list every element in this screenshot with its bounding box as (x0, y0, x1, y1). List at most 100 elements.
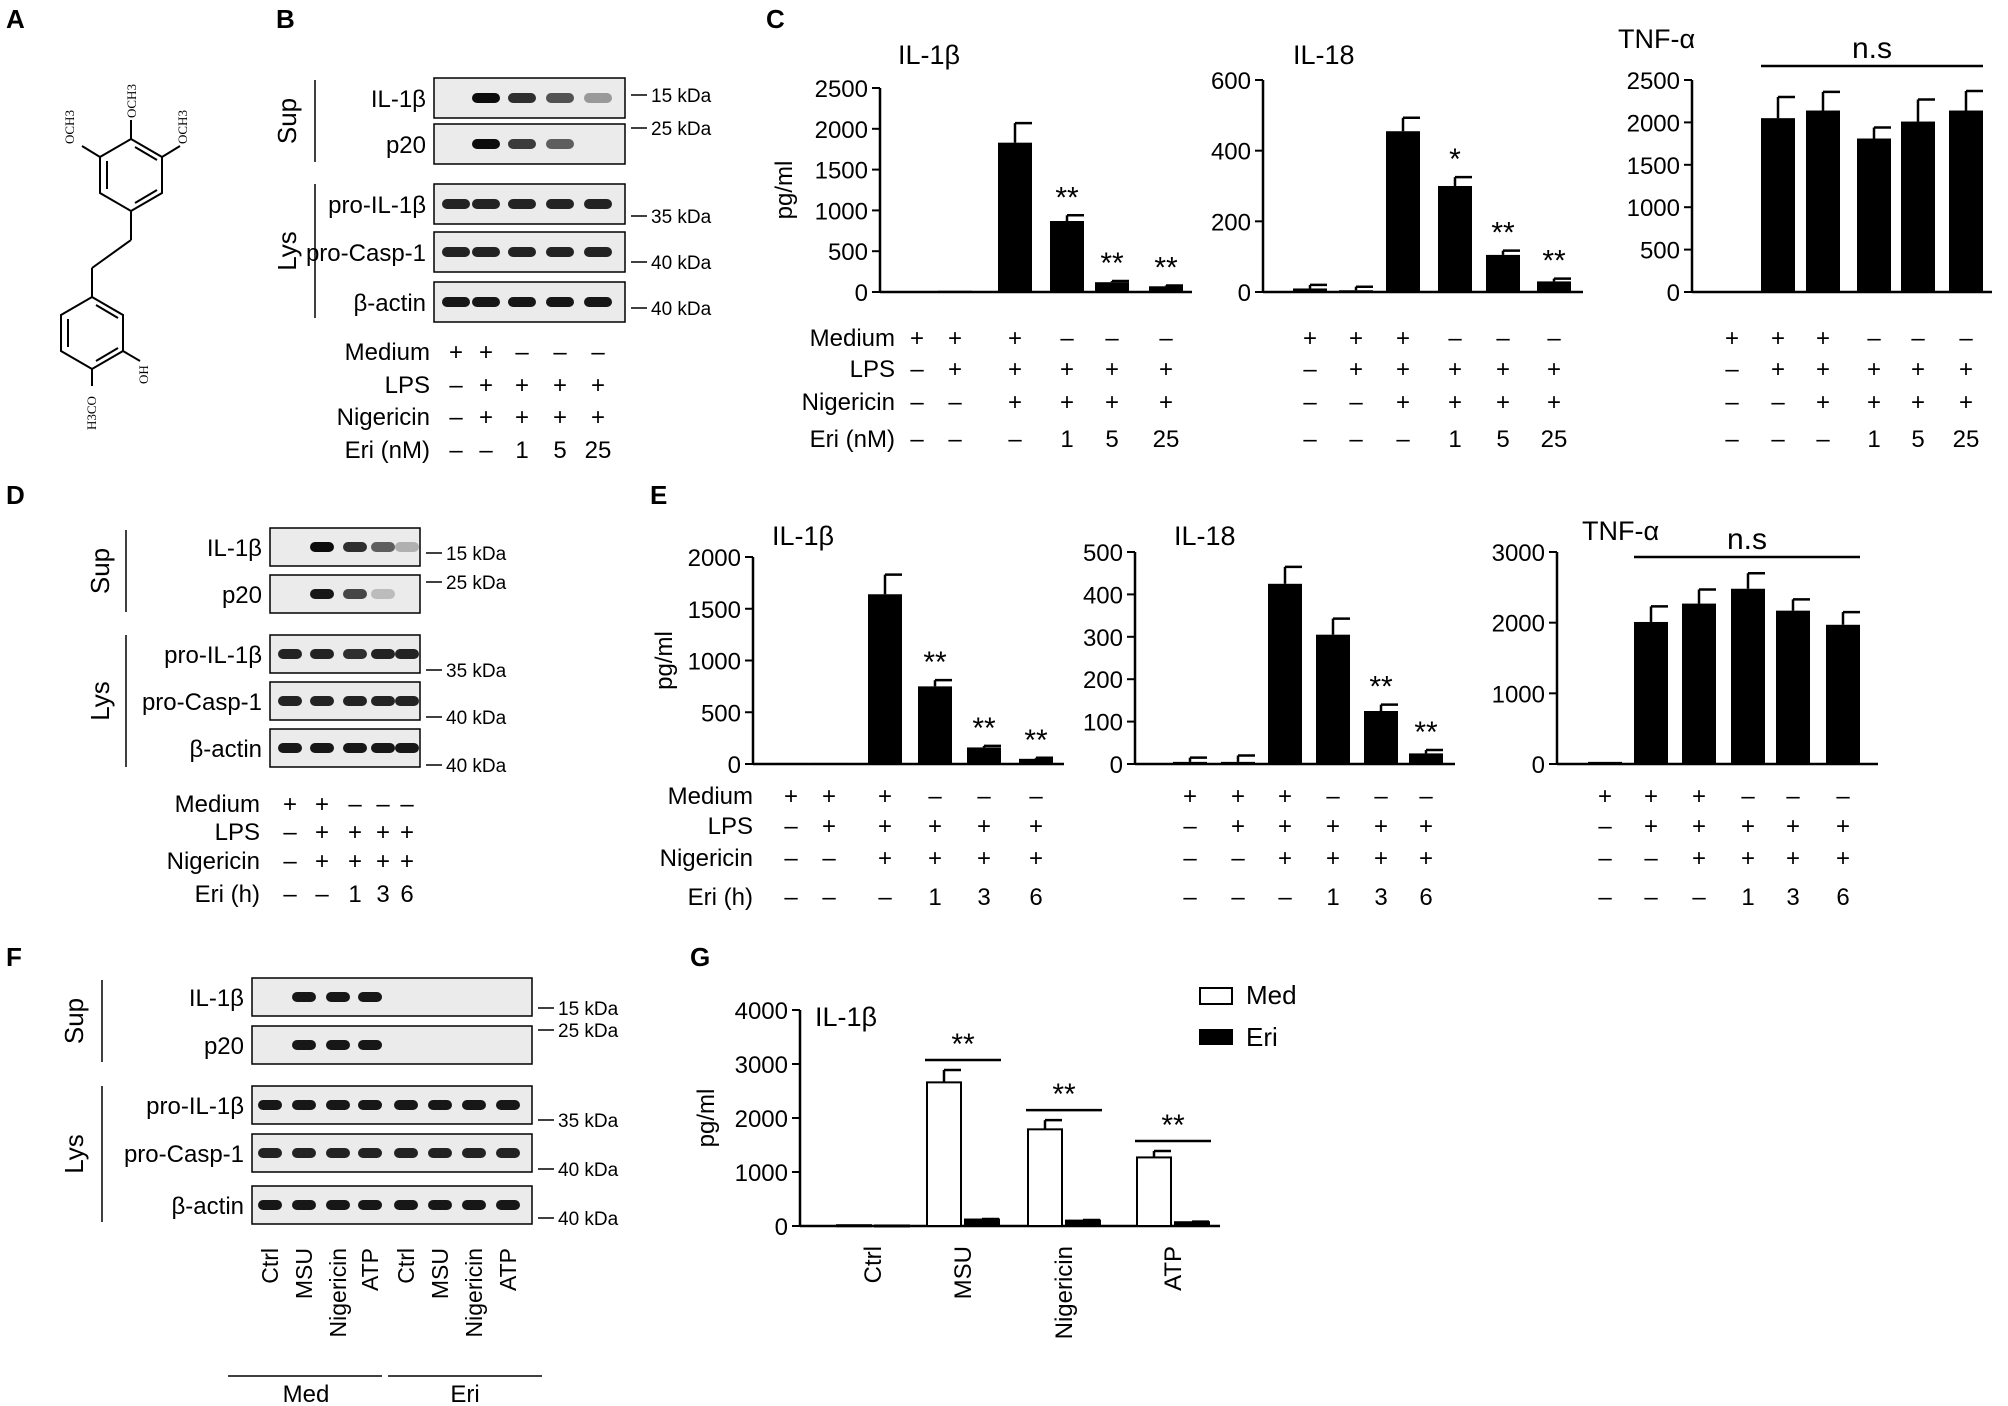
condition-value: + (1303, 325, 1317, 352)
protein-band (371, 542, 395, 552)
condition-value: – (1692, 884, 1706, 911)
condition-value: + (400, 848, 414, 875)
condition-value: 1 (515, 437, 528, 464)
condition-value: – (283, 881, 297, 908)
lower-ring-double-bond (95, 347, 119, 362)
condition-value: 1 (1741, 884, 1754, 911)
panel-letter-a: A (6, 4, 25, 34)
condition-label: LPS (215, 819, 260, 846)
condition-value: – (1725, 356, 1739, 383)
condition-value: 5 (1105, 426, 1118, 453)
condition-value: – (822, 884, 836, 911)
bar-chart-c-il18: 0 200 400 600 IL-18 + – – – + + – – + + + – * – + +1 ** – + +5 **… (1211, 40, 1583, 453)
bar (1027, 1128, 1063, 1227)
panel-letter-e: E (650, 480, 667, 510)
condition-value: – (948, 426, 962, 453)
condition-value: + (1448, 356, 1462, 383)
condition-value: + (1598, 783, 1612, 810)
condition-value: – (1547, 325, 1561, 352)
y-tick-label: 100 (1083, 710, 1123, 737)
y-tick-label: 1500 (815, 158, 868, 185)
y-tick-label: 2000 (1492, 611, 1545, 638)
condition-value: – (1725, 389, 1739, 416)
protein-band (508, 297, 536, 307)
condition-value: – (348, 791, 362, 818)
protein-band (584, 297, 612, 307)
condition-value: + (822, 783, 836, 810)
lane-label: Ctrl (393, 1248, 419, 1284)
condition-value: + (910, 325, 924, 352)
condition-value: + (1278, 783, 1292, 810)
condition-value: + (315, 819, 329, 846)
condition-value: – (878, 884, 892, 911)
condition-label: LPS (385, 372, 430, 399)
y-tick-label: 500 (1083, 540, 1123, 567)
condition-value: + (1692, 813, 1706, 840)
condition-value: – (1836, 783, 1850, 810)
bar (1149, 286, 1183, 292)
condition-value: + (553, 372, 567, 399)
condition-value: + (348, 819, 362, 846)
protein-band (472, 93, 500, 103)
condition-value: 25 (1541, 426, 1568, 453)
bar (1050, 221, 1084, 292)
protein-band (496, 1148, 520, 1158)
condition-value: + (1231, 783, 1245, 810)
significance-stars: ** (1491, 217, 1515, 250)
condition-value: + (591, 372, 605, 399)
protein-band (462, 1100, 486, 1110)
significance-stars: ** (1369, 671, 1393, 704)
section-label: Lys (59, 1134, 89, 1174)
condition-value: + (1911, 356, 1925, 383)
western-blot-panel-b: IL-1β 15 kDa p20 25 kDa pro-IL-1β 35 kDa pro-C… (272, 77, 712, 464)
condition-value: + (878, 813, 892, 840)
protein-band (546, 247, 574, 257)
protein-band (292, 992, 316, 1002)
bar (868, 594, 902, 764)
bar (1857, 138, 1891, 292)
kda-marker-label: 25 kDa (558, 1021, 619, 1042)
condition-label: Nigericin (660, 845, 753, 872)
y-tick-label: 600 (1211, 68, 1251, 95)
y-tick-label: 1000 (735, 1160, 788, 1187)
bar (1438, 186, 1472, 292)
y-tick-label: 2000 (815, 117, 868, 144)
protein-band (584, 247, 612, 257)
condition-value: + (1959, 389, 1973, 416)
condition-value: + (1029, 845, 1043, 872)
condition-value: – (822, 845, 836, 872)
condition-value: 1 (1867, 426, 1880, 453)
bar (1364, 711, 1398, 764)
condition-value: – (283, 819, 297, 846)
section-label: Sup (59, 998, 89, 1044)
condition-value: – (449, 404, 463, 431)
bar (926, 1081, 962, 1227)
protein-band (310, 542, 334, 552)
condition-label: Eri (nM) (345, 437, 430, 464)
condition-value: 5 (1911, 426, 1924, 453)
lane-label: MSU (427, 1248, 453, 1299)
condition-value: + (1396, 389, 1410, 416)
bar (812, 762, 846, 764)
condition-value: + (315, 848, 329, 875)
condition-value: 1 (1060, 426, 1073, 453)
protein-band (546, 139, 574, 149)
significance-stars: ** (1161, 1109, 1185, 1142)
methoxy-group-label: OCH3 (124, 84, 139, 118)
bar-chart-e-tnfa: 0 1000 2000 3000 TNF-α + – – – + + – – + + + – – + +1 – + +3 – +… (1492, 516, 1878, 911)
protein-band (258, 1148, 282, 1158)
kda-marker-label: 15 kDa (558, 999, 619, 1020)
bar (1634, 621, 1668, 764)
condition-value: + (784, 783, 798, 810)
significance-stars: ** (1154, 251, 1178, 284)
condition-value: + (1419, 845, 1433, 872)
condition-value: – (1598, 884, 1612, 911)
bond (122, 350, 141, 362)
condition-value: 1 (348, 881, 361, 908)
protein-band (428, 1100, 452, 1110)
condition-value: + (1105, 356, 1119, 383)
significance-stars: ** (1052, 1078, 1076, 1111)
protein-band (508, 93, 536, 103)
condition-value: + (1448, 389, 1462, 416)
